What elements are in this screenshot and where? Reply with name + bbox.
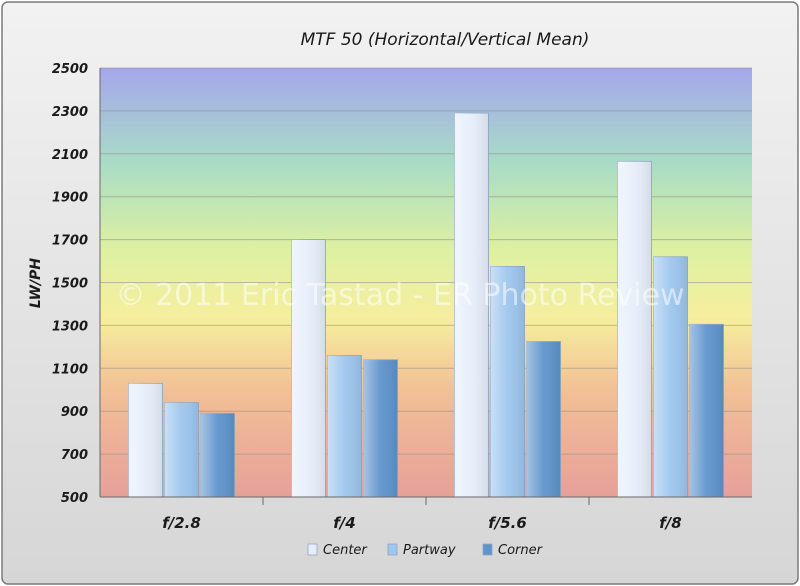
bar-shine [454,113,489,498]
x-tick-label: f/4 [333,514,355,532]
bar-shine [617,161,652,497]
y-tick-label: 1300 [52,319,88,334]
x-tick-label: f/2.8 [162,514,201,532]
legend: Center Partway Corner [307,543,544,558]
legend-label-center: Center [323,543,368,558]
bar-shine [689,324,724,497]
bar-shine [526,341,561,497]
x-tick-label: f/8 [659,514,681,532]
y-tick-label: 1500 [52,277,88,292]
y-tick-label: 1900 [52,191,88,206]
bar-shine [291,239,326,497]
y-tick-label: 1700 [52,234,88,249]
y-tick-label: 2500 [52,62,88,77]
bar-shine [128,383,163,497]
x-axis-ticks: f/2.8 f/4 f/5.6 f/8 [162,497,682,532]
y-tick-label: 700 [61,448,88,463]
legend-swatch-corner [482,543,493,556]
x-tick-label: f/5.6 [488,514,527,532]
bar-shine [363,359,398,497]
bar-shine [164,402,199,497]
chart-title: MTF 50 (Horizontal/Vertical Mean) [301,30,590,50]
legend-swatch-partway [387,543,398,556]
y-axis-label: LW/PH [28,258,44,309]
bar-shine [653,256,688,497]
legend-label-corner: Corner [498,543,544,558]
bar-shine [327,355,362,497]
y-tick-label: 1100 [52,362,88,377]
bar-shine [490,266,525,497]
y-tick-label: 900 [61,405,88,420]
y-tick-label: 2100 [52,148,88,163]
legend-label-partway: Partway [403,543,456,558]
y-axis-ticks: 500 700 900 1100 1300 1500 1700 1900 2100 2300 250… [52,62,88,506]
watermark: © 2011 Eric Tastad - ER Photo Review [115,278,684,313]
legend-swatch-center [307,543,318,556]
bar-shine [200,413,235,497]
y-tick-label: 500 [61,491,88,506]
y-tick-label: 2300 [52,105,88,120]
